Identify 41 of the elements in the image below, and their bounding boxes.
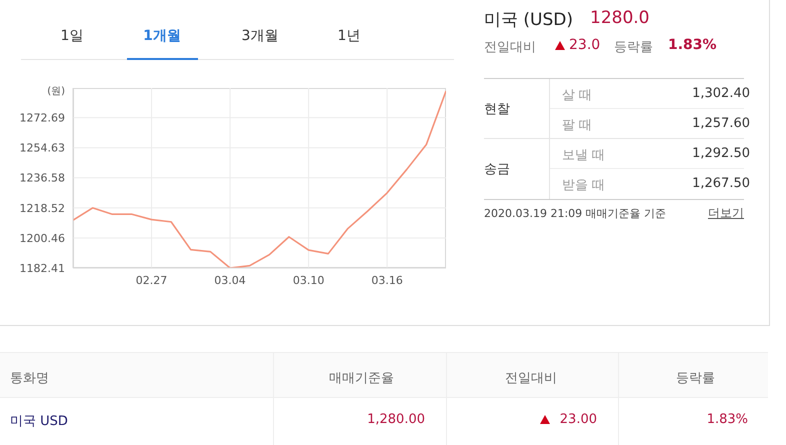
text: 1년 — [338, 27, 360, 45]
text: 현찰 — [484, 101, 510, 118]
text: 매매기준율 — [329, 370, 394, 387]
text: 1일 — [60, 27, 84, 45]
text: 받을 때 — [562, 177, 606, 194]
text: 등락률 — [676, 370, 715, 387]
text: 1,280.00 — [367, 412, 425, 427]
text: 23.0 — [569, 37, 600, 53]
text: 1280.0 — [590, 8, 650, 28]
text: 미국 USD — [10, 413, 68, 430]
text: 1.83% — [706, 412, 748, 427]
text: 1개월 — [143, 27, 181, 45]
text: 2020.03.19 21:09 매매기준율 기준 — [484, 206, 666, 221]
text: 1,267.50 — [692, 176, 750, 191]
y-tick-label: 1254.63 — [20, 142, 65, 155]
y-tick-label: 1182.41 — [20, 262, 65, 275]
y-tick-label: 1236.58 — [20, 172, 65, 185]
y-tick-label: 1218.52 — [20, 202, 65, 215]
x-tick-label: 03.04 — [214, 274, 246, 287]
text: 1,292.50 — [692, 146, 750, 161]
text: 1.83% — [668, 37, 717, 53]
x-tick-label: 03.10 — [292, 274, 324, 287]
x-tick-label: 03.16 — [371, 274, 403, 287]
text: 팔 때 — [562, 117, 592, 134]
text: 살 때 — [562, 87, 592, 104]
text: 더보기 — [708, 205, 744, 222]
text: 전일대비 — [484, 39, 536, 56]
text: 통화명 — [10, 370, 49, 387]
text: 전일대비 — [505, 370, 557, 387]
x-tick-label: 02.27 — [136, 274, 168, 287]
text: 송금 — [484, 161, 510, 178]
text: 1,302.40 — [692, 86, 750, 101]
y-axis-title: (원) — [47, 86, 66, 97]
text: 1,257.60 — [692, 116, 750, 131]
y-tick-label: 1200.46 — [20, 232, 65, 245]
y-tick-label: 1272.69 — [20, 112, 65, 125]
text: 보낼 때 — [562, 147, 606, 164]
text: 3개월 — [242, 27, 278, 45]
text: 미국 (USD) — [484, 9, 573, 31]
text: 23.00 — [560, 412, 597, 427]
text: 등락률 — [614, 39, 653, 56]
